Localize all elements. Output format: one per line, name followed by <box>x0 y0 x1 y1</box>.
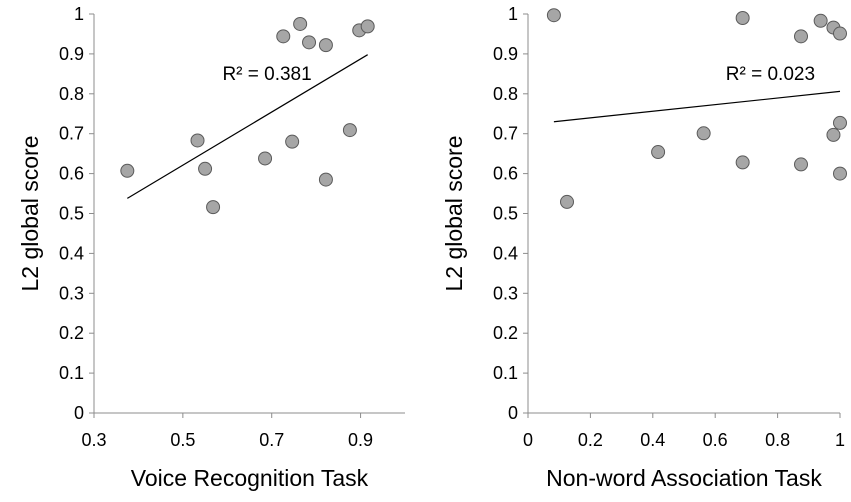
data-point <box>293 16 308 31</box>
y-tick-label: 0.8 <box>59 84 84 104</box>
y-tick-label: 0.9 <box>59 44 84 64</box>
data-point <box>651 145 666 160</box>
y-tick-label: 1 <box>508 4 518 24</box>
y-tick-label: 0.4 <box>493 243 518 263</box>
y-tick-label: 0.3 <box>59 283 84 303</box>
scatter-panel-2: 0 0.1 0.2 0.3 0.4 0.5 0.6 0.7 0.8 0.9 1 0 0.2 0.4 0.6 0… <box>441 4 847 491</box>
data-point <box>318 172 333 187</box>
data-point <box>546 8 561 23</box>
y-axis-label: L2 global score <box>17 136 43 292</box>
data-point <box>833 26 847 41</box>
data-point <box>258 151 273 166</box>
x-tick-label: 0.9 <box>348 430 373 450</box>
y-tick-label: 0 <box>74 403 84 423</box>
y-tick-label: 0.2 <box>493 323 518 343</box>
y-tick-label: 0.5 <box>59 204 84 224</box>
y-tick-label: 0.3 <box>493 283 518 303</box>
y-tick-label: 0.8 <box>493 84 518 104</box>
data-point <box>794 157 808 172</box>
trendline <box>553 90 841 123</box>
x-axis-label: Non-word Association Task <box>546 465 822 491</box>
r-squared-annotation: R² = 0.381 <box>222 64 311 85</box>
x-axis-label: Voice Recognition Task <box>131 465 369 491</box>
y-axis-label: L2 global score <box>441 136 467 292</box>
data-point <box>285 134 300 149</box>
y-tick-label: 0.1 <box>59 363 84 383</box>
y-tick-label: 0.2 <box>59 323 84 343</box>
data-point <box>735 10 750 25</box>
y-tick-label: 0.9 <box>493 44 518 64</box>
x-tick-label: 0 <box>523 430 533 450</box>
y-tick-label: 0.6 <box>493 164 518 184</box>
y-tick-label: 0.6 <box>59 164 84 184</box>
data-point <box>342 123 357 138</box>
data-point <box>206 200 221 215</box>
data-point <box>276 29 291 44</box>
y-tick-label: 1 <box>74 4 84 24</box>
data-point <box>318 38 333 53</box>
y-tick-label: 0.5 <box>493 204 518 224</box>
x-tick-label: 1 <box>835 430 845 450</box>
r-squared-annotation: R² = 0.023 <box>726 64 815 85</box>
data-point <box>794 29 808 44</box>
y-tick-label: 0.7 <box>493 124 518 144</box>
data-point <box>696 126 711 141</box>
y-tick-label: 0.4 <box>59 243 84 263</box>
data-point <box>813 13 828 28</box>
data-point <box>198 161 213 176</box>
x-tick-label: 0.5 <box>170 430 195 450</box>
x-tick-label: 0.2 <box>578 430 603 450</box>
x-tick-label: 0.8 <box>765 430 790 450</box>
scatter-panel-1: 0 0.1 0.2 0.3 0.4 0.5 0.6 0.7 0.8 0.9 1 0.3 0.5 0.7 0.… <box>17 4 405 491</box>
y-tick-label: 0.7 <box>59 124 84 144</box>
x-tick-label: 0.7 <box>259 430 284 450</box>
data-point <box>302 35 317 50</box>
y-tick-label: 0.1 <box>493 363 518 383</box>
data-point <box>833 166 847 181</box>
data-point <box>360 19 375 34</box>
x-tick-label: 0.3 <box>81 430 106 450</box>
x-tick-label: 0.4 <box>640 430 665 450</box>
data-point <box>120 163 135 178</box>
data-point <box>735 155 750 170</box>
data-point <box>190 133 205 148</box>
data-point <box>826 127 841 142</box>
data-point <box>833 115 847 130</box>
y-tick-label: 0 <box>508 403 518 423</box>
trendline <box>127 54 368 199</box>
x-tick-label: 0.6 <box>703 430 728 450</box>
data-point <box>560 194 574 209</box>
